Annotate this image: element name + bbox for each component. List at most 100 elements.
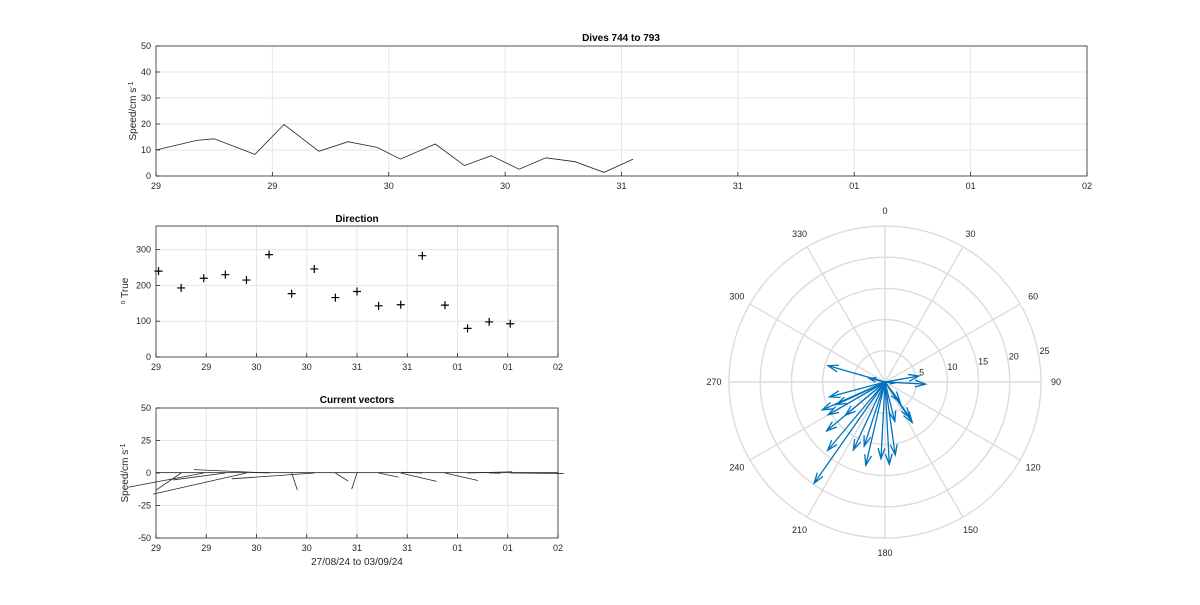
speed-ytick-label: 20	[141, 119, 151, 129]
vectors-xtick-label: 29	[201, 543, 211, 553]
vectors-ytick-label: -50	[138, 533, 151, 543]
polar-angle-label: 150	[963, 525, 978, 535]
direction-point	[242, 276, 251, 285]
direction-point	[221, 270, 230, 279]
vectors-title: Current vectors	[320, 395, 395, 406]
polar-arrow	[884, 379, 928, 388]
vectors-ytick-label: 25	[141, 436, 151, 446]
direction-ylabel-sup: o	[120, 300, 127, 304]
direction-xtick-label: 29	[201, 362, 211, 372]
polar-angle-label: 300	[729, 292, 744, 302]
direction-point	[485, 317, 494, 326]
vectors-xtick-label: 30	[302, 543, 312, 553]
speed-ytick-label: 40	[141, 67, 151, 77]
vector-stick	[128, 472, 204, 488]
vector-stick	[152, 472, 247, 495]
polar-spoke	[806, 381, 886, 518]
direction-ytick-label: 200	[136, 280, 151, 290]
polar-arrow	[884, 381, 893, 467]
speed-xtick-label: 31	[733, 181, 743, 191]
polar-spoke	[749, 303, 886, 383]
direction-panel: 29 29 30 30 31 31 01 01 02 0 100 200 300 Direction o…	[120, 214, 564, 372]
direction-xtick-label: 02	[553, 362, 563, 372]
vectors-xtick-label: 30	[251, 543, 261, 553]
polar-arrow	[867, 377, 886, 383]
polar-arrow	[825, 381, 886, 433]
speed-xtick-label: 31	[616, 181, 626, 191]
polar-arrow	[826, 381, 886, 416]
polar-arrow	[834, 381, 886, 406]
vectors-xtick-label: 29	[151, 543, 161, 553]
polar-arrow	[884, 381, 898, 457]
polar-spoke	[806, 246, 886, 383]
polar-spoke	[884, 303, 1021, 383]
polar-angle-label: 210	[792, 525, 807, 535]
direction-point	[374, 301, 383, 310]
polar-radius-label: 5	[919, 368, 924, 378]
vectors-ylabel: Speed/cm s-1	[120, 443, 132, 502]
direction-point	[331, 293, 340, 302]
speed-ytick-label: 10	[141, 145, 151, 155]
direction-point	[463, 324, 472, 333]
polar-arrow	[826, 381, 886, 452]
speed-ylabel: Speed/cm s-1	[128, 81, 140, 140]
vectors-ytick-label: 0	[146, 468, 151, 478]
speed-ytick-label: 30	[141, 93, 151, 103]
vector-stick	[400, 472, 437, 482]
direction-xtick-label: 30	[302, 362, 312, 372]
polar-angle-label: 90	[1051, 377, 1061, 387]
speed-xtick-label: 29	[151, 181, 161, 191]
polar-spoke	[884, 381, 964, 518]
vector-stick	[444, 472, 479, 481]
direction-xtick-label: 29	[151, 362, 161, 372]
polar-arrow	[812, 381, 886, 485]
polar-angle-label: 330	[792, 229, 807, 239]
vectors-panel: 29 29 30 30 31 31 01 01 02 -50 -25 0 25 50 Current ve…	[120, 395, 564, 568]
direction-point	[177, 283, 186, 292]
speed-ytick-label: 0	[146, 171, 151, 181]
speed-ylabel-sup: -1	[128, 81, 135, 87]
polar-angle-label: 0	[882, 206, 887, 216]
polar-angle-label: 120	[1026, 463, 1041, 473]
vectors-ticks: 29 29 30 30 31 31 01 01 02 -50 -25 0 25 50	[138, 403, 563, 553]
polar-angle-label: 60	[1028, 292, 1038, 302]
polar-arrow	[884, 381, 897, 424]
polar-arrow	[884, 381, 912, 420]
direction-point	[287, 289, 296, 298]
speed-title: Dives 744 to 793	[582, 33, 660, 44]
speed-xtick-label: 29	[267, 181, 277, 191]
direction-xtick-label: 31	[352, 362, 362, 372]
polar-angle-label: 180	[877, 548, 892, 558]
vectors-xlabel: 27/08/24 to 03/09/24	[311, 557, 403, 568]
vector-stick	[231, 472, 315, 480]
direction-ylabel: o True	[120, 277, 132, 304]
polar-radius-label: 10	[947, 362, 957, 372]
direction-ticks: 29 29 30 30 31 31 01 01 02 0 100 200 300	[136, 245, 563, 372]
polar-arrow	[877, 381, 886, 461]
vectors-ytick-label: -25	[138, 501, 151, 511]
direction-ytick-label: 0	[146, 352, 151, 362]
vector-stick	[335, 472, 349, 482]
direction-xtick-label: 31	[402, 362, 412, 372]
polar-arrow	[863, 381, 886, 449]
polar-radius-label: 20	[1009, 351, 1019, 361]
speed-xtick-label: 30	[384, 181, 394, 191]
speed-grid	[156, 46, 1087, 176]
direction-xtick-label: 30	[251, 362, 261, 372]
speed-xtick-label: 01	[966, 181, 976, 191]
polar-radius-label: 25	[1040, 346, 1050, 356]
speed-xtick-label: 02	[1082, 181, 1092, 191]
vectors-xtick-label: 02	[553, 543, 563, 553]
speed-line	[155, 123, 634, 173]
speed-panel: 29 29 30 30 31 31 01 01 02 0 10 20 30 40 50 Dives 744 …	[128, 33, 1093, 191]
polar-arrows	[812, 364, 928, 485]
direction-point	[418, 251, 427, 260]
direction-marks	[154, 250, 515, 333]
vectors-ylabel-sup: -1	[120, 443, 127, 449]
vectors-xtick-label: 31	[402, 543, 412, 553]
direction-point	[265, 250, 274, 259]
speed-xtick-label: 01	[849, 181, 859, 191]
polar-arrow	[852, 381, 886, 452]
speed-ticks: 29 29 30 30 31 31 01 01 02 0 10 20 30 40 50	[141, 41, 1092, 191]
polar-arrow	[884, 373, 921, 383]
